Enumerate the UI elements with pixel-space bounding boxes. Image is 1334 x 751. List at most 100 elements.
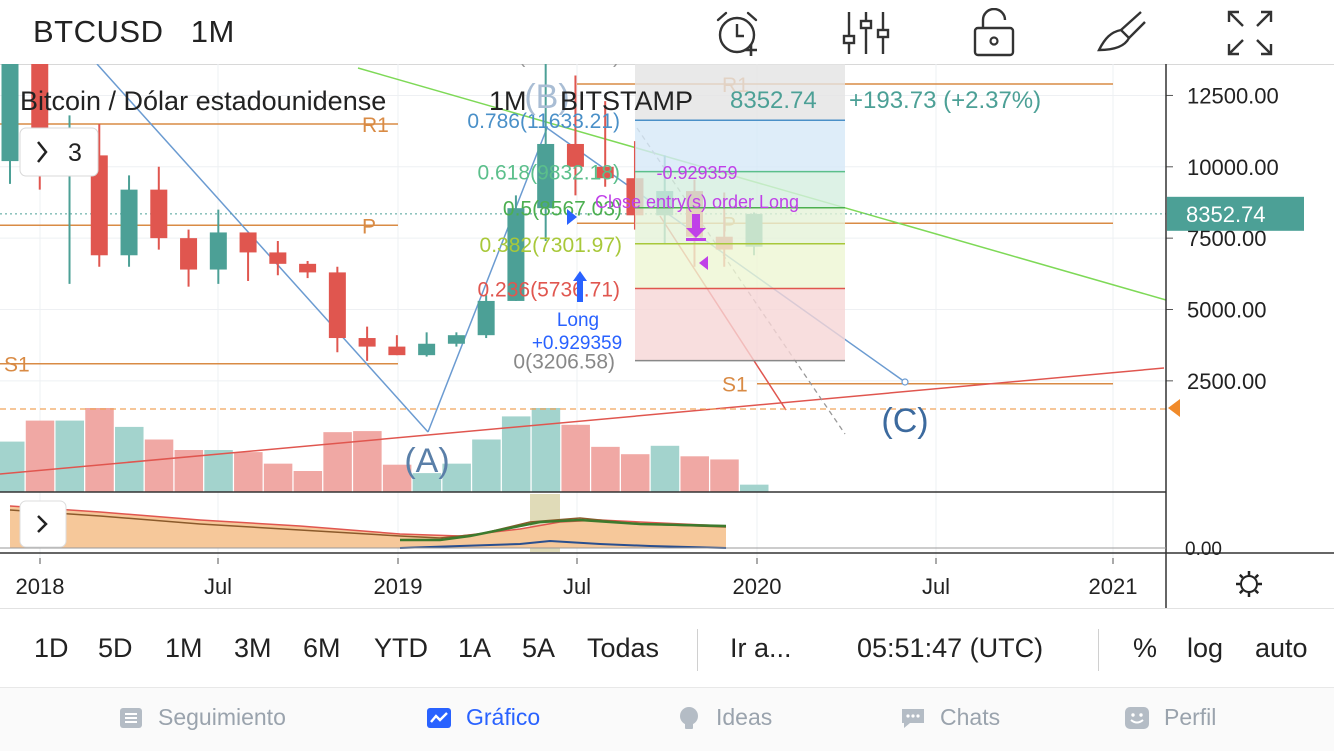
pivot-label: P [362,215,376,238]
volume-bar [591,446,620,492]
volume-bar [55,420,85,492]
volume-bar [412,473,442,492]
volume-bar [234,452,263,492]
volume-bar [293,471,323,492]
utc-clock[interactable]: 05:51:47 (UTC) [857,633,1044,663]
tab-ideas[interactable]: Ideas [676,704,772,731]
candle-body [596,166,614,179]
fib-level-label: 0.236(5736.71) [478,278,620,301]
auto-toggle[interactable]: auto [1255,633,1308,663]
time-tick-label: 2019 [374,574,423,599]
long-entry-label: Long [557,310,599,331]
settings-gear-icon[interactable] [1238,589,1244,595]
range-1m[interactable]: 1M [165,633,203,663]
last-price-value: 8352.74 [1186,202,1266,227]
indicator-count[interactable]: 3 [68,139,82,167]
settings-gear-icon[interactable] [1240,575,1258,593]
log-toggle[interactable]: log [1187,633,1224,663]
close-entry-arrow [686,214,706,238]
settings-gear-icon[interactable] [1254,573,1260,579]
tab-profile[interactable]: Perfil [1124,704,1216,731]
candle-body [299,263,317,273]
candle-body [269,252,287,264]
divider [697,629,698,671]
volume-bar [0,441,25,492]
fibonacci-retracement: 1(13927.49) 0.786(11633.21) 0.618(9832.18)… [467,64,845,374]
volume-bar [650,445,680,492]
close-entry-value: -0.929359 [656,163,737,183]
candle-body [150,189,168,239]
volume-bar [115,426,144,492]
settings-gear-icon[interactable] [1236,571,1262,597]
legend-interval: 1M [489,86,527,116]
volume-bar [740,484,769,492]
drawing-icon[interactable] [1097,8,1147,58]
settings-gear-icon[interactable] [1254,589,1260,595]
watchlist-icon [120,707,142,728]
volume-bar [472,439,501,492]
tab-chats[interactable]: Chats [900,704,1000,731]
fib-level-label: 0(3206.58) [513,351,615,374]
ideas-icon [680,706,698,729]
candle-body [477,300,495,336]
range-6m[interactable]: 6M [303,633,341,663]
candle-body [239,232,257,253]
tab-watchlist[interactable]: Seguimiento [118,704,286,731]
candle-body [447,335,465,344]
price-tick-label: 12500.00 [1187,83,1279,108]
wave-label-b: (B) [524,78,569,116]
oscillator-line-blue [399,539,727,549]
range-3m[interactable]: 3M [234,633,272,663]
candle-body [180,238,198,270]
range-all[interactable]: Todas [587,633,660,663]
time-tick-label: 2018 [16,574,65,599]
indicators-toggle-button[interactable] [19,127,99,177]
symbol-name: BTCUSD [33,14,164,49]
range-1a[interactable]: 1A [458,633,492,663]
candle-body [90,155,108,256]
oscillator-legend-toggle[interactable] [19,500,67,548]
time-axis: 2018 Jul 2019 Jul 2020 Jul 2021 [16,558,1262,599]
exit-marker [699,256,708,270]
tab-label: Seguimiento [158,704,286,730]
trendline-support [0,367,1165,475]
oscillator-line-brown [9,509,727,539]
range-5a[interactable]: 5A [522,633,556,663]
close-entry-bar [686,238,706,241]
fib-band [635,64,845,121]
price-axis: 15000.0012500.0010000.007500.005000.0025… [0,64,1334,608]
tab-label: Ideas [716,704,773,730]
time-tick-label: 2021 [1089,574,1138,599]
chats-icon [902,708,924,728]
legend-change: +193.73 (+2.37%) [849,87,1041,114]
volume-bar [263,463,293,492]
price-chart[interactable]: R1PS1R1PS1 1(13927.49)0.786(11633.21)0.6… [0,64,1334,608]
indicators-icon[interactable] [841,8,891,58]
lock-icon[interactable] [969,8,1019,58]
volume-bar [323,432,352,492]
goto-date-button[interactable]: Ir a... [730,633,792,663]
interval-label[interactable]: 1M [190,14,235,49]
range-5d[interactable]: 5D [98,633,133,663]
tab-chart[interactable]: Gráfico [426,704,540,731]
volume-bar [680,456,709,492]
profile-icon [1125,706,1149,729]
candle-body [328,272,346,339]
fib-level-label: 0.5(8567.03) [503,198,622,221]
chevron-right-icon[interactable] [37,141,48,163]
volume-bar [85,408,114,492]
range-ytd[interactable]: YTD [374,633,428,663]
candle-body [418,343,436,356]
alarm-add-icon[interactable] [713,8,763,58]
pivot-label: S1 [4,354,30,377]
chevron-right-icon[interactable] [37,515,48,533]
volume-bar [710,459,739,492]
legend-price: 8352.74 [730,87,817,114]
fullscreen-icon[interactable] [1225,8,1275,58]
last-price-tag [1167,196,1304,231]
range-1d[interactable]: 1D [34,633,69,663]
percent-toggle[interactable]: % [1133,633,1158,663]
volume-bar [25,420,55,492]
symbol-header[interactable]: BTCUSD 1M [33,14,235,50]
settings-gear-icon[interactable] [1238,573,1244,579]
